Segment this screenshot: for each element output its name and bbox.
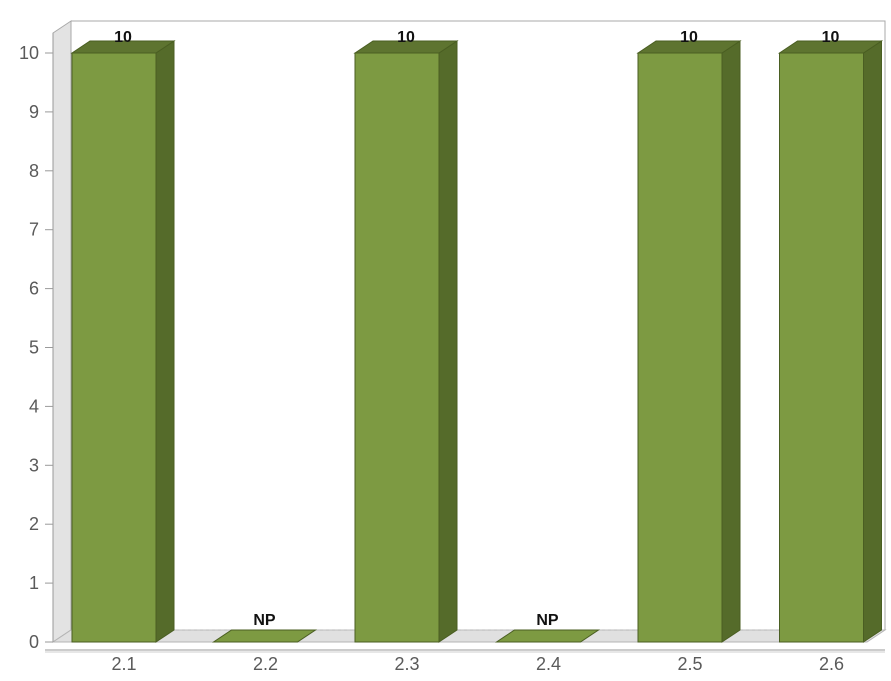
y-tick-label: 7 — [29, 220, 39, 240]
bar-side-face — [721, 40, 741, 643]
y-tick-label: 10 — [19, 43, 39, 63]
bar-front-face — [779, 52, 864, 643]
bar-side-face — [155, 40, 175, 643]
floor — [51, 629, 887, 643]
bar-front-face — [354, 52, 440, 643]
bar-side-face — [438, 40, 458, 643]
bar-flat-plate — [494, 629, 601, 643]
x-tick-label: 2.1 — [111, 654, 136, 674]
bar-value-label: 10 — [397, 29, 415, 46]
bar-front-face — [71, 52, 157, 643]
y-tick-label: 0 — [29, 632, 39, 652]
bar-value-label: 10 — [822, 29, 840, 46]
bar: 10 — [353, 29, 459, 643]
y-tick-label: 6 — [29, 279, 39, 299]
bar-value-label: 10 — [114, 29, 132, 46]
bar: NP — [494, 612, 601, 643]
bar-front-face — [637, 52, 723, 643]
bar-value-label: 10 — [680, 29, 698, 46]
y-axis: 0 1 2 3 4 5 6 7 8 9 10 — [19, 33, 54, 652]
bar-flat-plate — [211, 629, 318, 643]
bar: 10 — [777, 29, 884, 643]
x-axis: 2.1 2.2 2.3 2.4 2.5 2.6 — [45, 649, 885, 674]
bar-value-label: NP — [253, 612, 276, 629]
bar: 10 — [636, 29, 742, 643]
x-tick-label: 2.6 — [819, 654, 844, 674]
bar: NP — [211, 612, 318, 643]
y-tick-label: 8 — [29, 161, 39, 181]
x-tick-label: 2.2 — [253, 654, 278, 674]
x-tick-label: 2.4 — [536, 654, 561, 674]
x-tick-label: 2.3 — [394, 654, 419, 674]
x-tick-label: 2.5 — [677, 654, 702, 674]
y-tick-label: 9 — [29, 102, 39, 122]
bar-value-label: NP — [536, 612, 559, 629]
y-tick-label: 5 — [29, 338, 39, 358]
bar: 10 — [70, 29, 176, 643]
y-tick-label: 4 — [29, 396, 39, 416]
y-tick-label: 1 — [29, 573, 39, 593]
y-tick-label: 3 — [29, 455, 39, 475]
back-frame — [71, 20, 886, 630]
bar-side-face — [863, 40, 882, 643]
chart-back-wall — [51, 20, 887, 643]
left-wall — [52, 20, 72, 643]
bars: 10 NP 10 NP 10 10 — [70, 29, 884, 643]
y-tick-label: 2 — [29, 514, 39, 534]
